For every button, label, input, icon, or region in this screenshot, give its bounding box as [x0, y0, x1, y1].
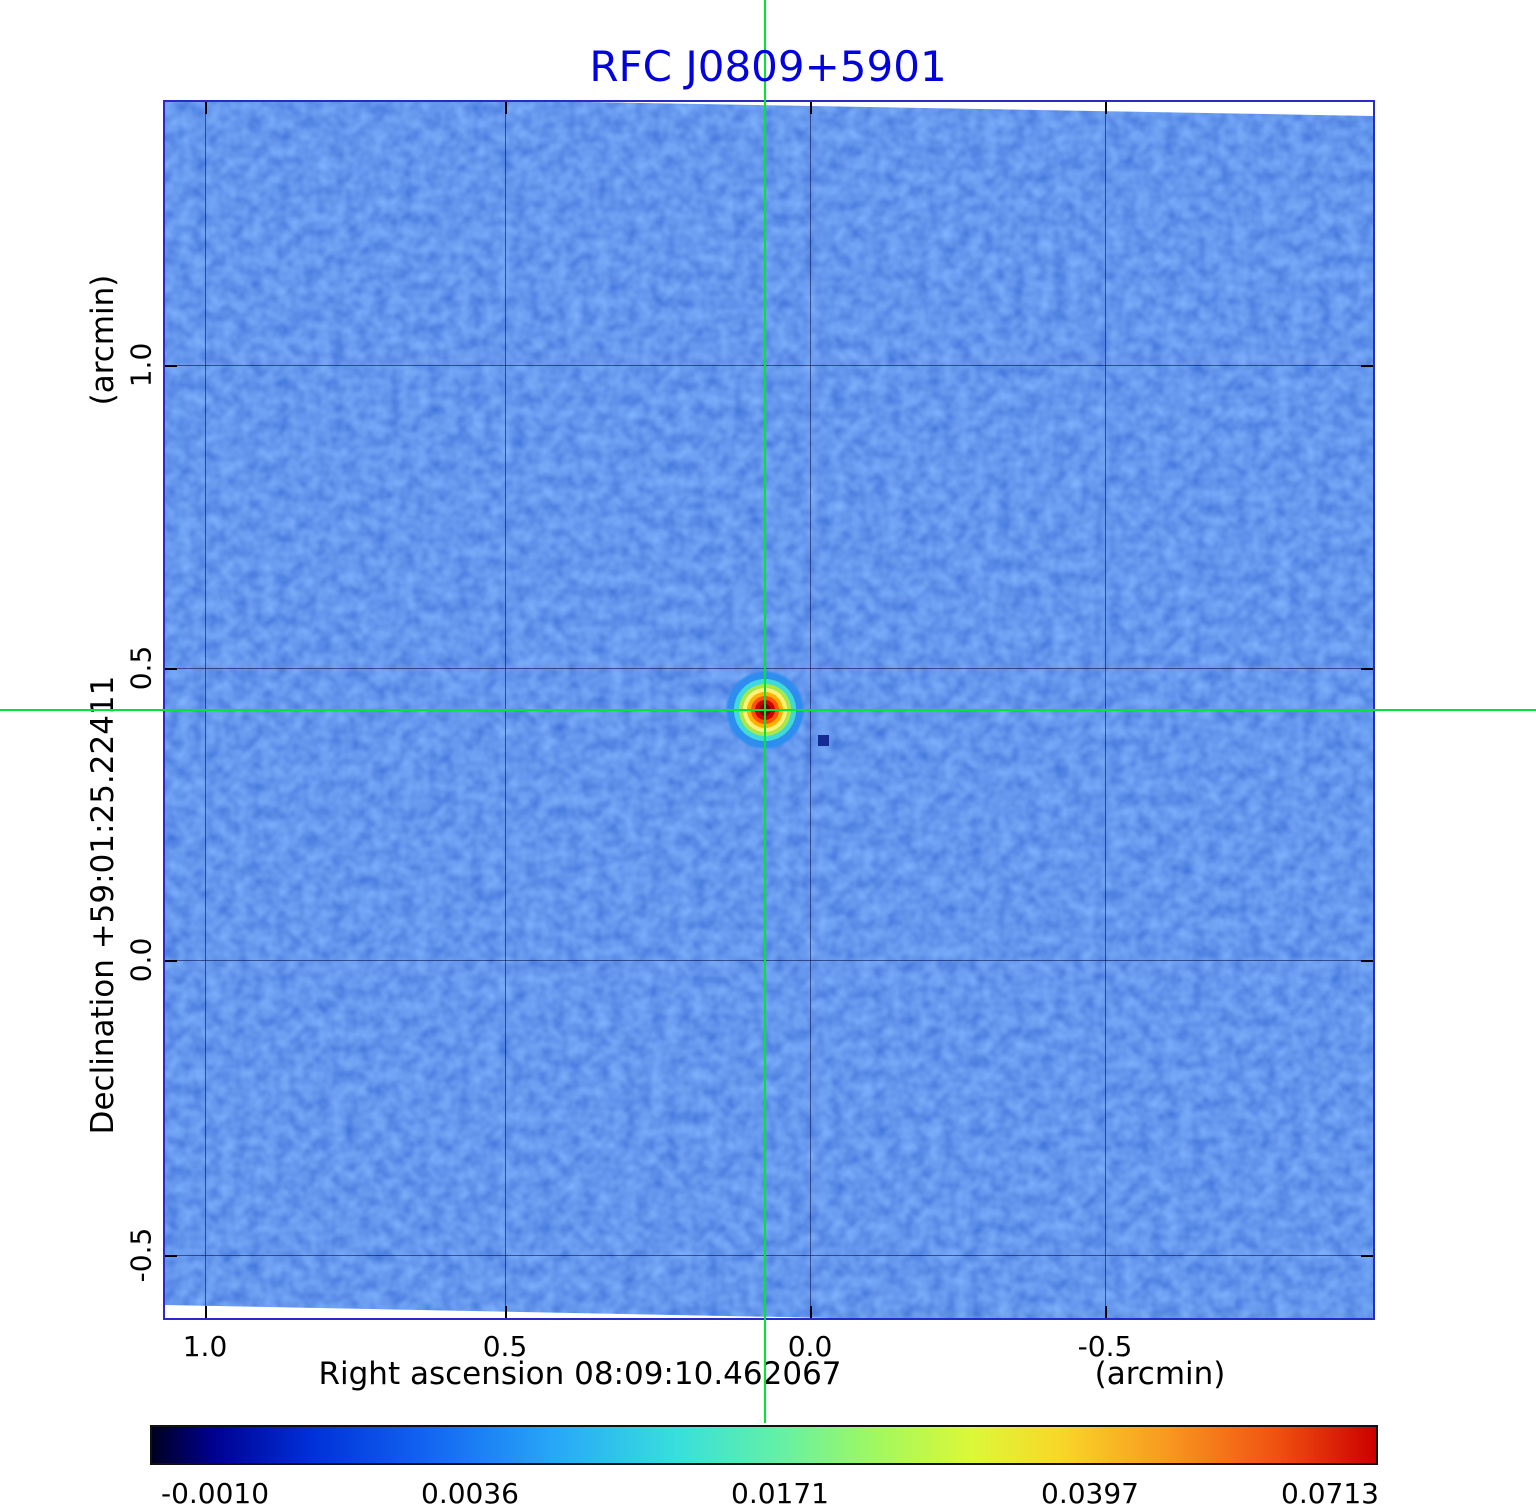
y-axis-unit: (arcmin): [85, 274, 121, 406]
axis-tick: [205, 102, 207, 114]
axis-tick: [165, 960, 177, 962]
y-tick-label: 0.0: [124, 937, 158, 983]
x-tick-label: 1.0: [182, 1330, 228, 1363]
colorbar-tick-label: 0.0713: [1281, 1477, 1379, 1510]
axis-tick: [810, 102, 812, 114]
axis-tick: [1105, 1306, 1107, 1318]
axis-tick: [165, 1255, 177, 1257]
colorbar: [150, 1425, 1378, 1465]
x-axis-unit: (arcmin): [1094, 1356, 1226, 1392]
crosshair-horizontal-line: [0, 709, 1536, 711]
page-title: RFC J0809+5901: [589, 42, 947, 91]
axis-tick: [505, 1306, 507, 1318]
y-tick-label: 1.0: [124, 342, 158, 388]
grid-line: [165, 960, 1373, 961]
y-axis-label: Declination +59:01:25.22411: [85, 675, 121, 1135]
y-tick-label: 0.5: [124, 645, 158, 691]
axis-tick: [1361, 365, 1373, 367]
colorbar-tick-label: 0.0397: [1041, 1477, 1139, 1510]
x-tick-label: 0.5: [482, 1330, 528, 1363]
axis-tick: [1361, 1255, 1373, 1257]
x-tick-label: -0.5: [1077, 1330, 1133, 1363]
axis-tick: [205, 1306, 207, 1318]
axis-tick: [505, 102, 507, 114]
grid-line: [165, 365, 1373, 366]
negative-sidelobe-spot: [818, 735, 829, 746]
axis-tick: [165, 668, 177, 670]
x-tick-label: 0.0: [787, 1330, 833, 1363]
axis-tick: [165, 365, 177, 367]
grid-line: [165, 1255, 1373, 1256]
colorbar-tick-label: -0.0010: [160, 1477, 270, 1510]
crosshair-vertical-line: [764, 0, 766, 1423]
axis-tick: [810, 1306, 812, 1318]
axis-tick: [1361, 960, 1373, 962]
y-tick-label: -0.5: [124, 1227, 158, 1283]
colorbar-tick-label: 0.0036: [421, 1477, 519, 1510]
axis-tick: [1105, 102, 1107, 114]
x-axis-label: Right ascension 08:09:10.462067: [318, 1356, 842, 1392]
axis-tick: [1361, 668, 1373, 670]
grid-line: [165, 668, 1373, 669]
colorbar-tick-label: 0.0171: [731, 1477, 829, 1510]
